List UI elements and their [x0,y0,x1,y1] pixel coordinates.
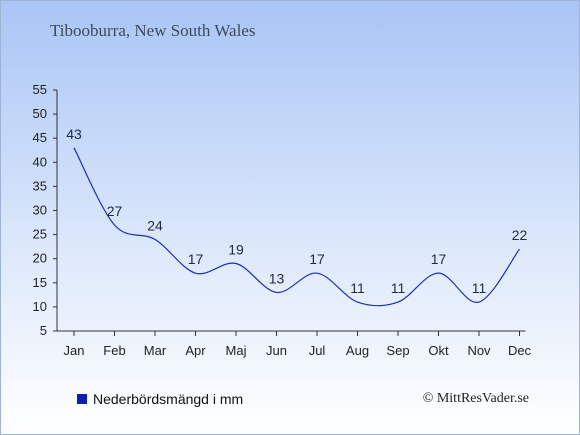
x-tick-label: Jan [64,343,85,358]
legend: Nederbördsmängd i mm [77,391,243,407]
x-tick-label: Feb [103,343,125,358]
x-tick-label: Jul [309,343,326,358]
series-line [73,147,520,307]
y-tick-label: 25 [33,227,47,242]
x-tick-label: Sep [386,343,409,358]
y-tick-label: 20 [33,251,47,266]
x-tick-label: Aug [346,343,369,358]
x-tick-label: Okt [428,343,449,358]
data-label: 17 [431,251,447,267]
y-tick-label: 50 [33,106,47,121]
data-label: 19 [228,242,244,258]
y-tick-label: 40 [33,154,47,169]
data-label: 43 [66,126,82,142]
legend-swatch [77,394,87,404]
x-tick-label: Jun [266,343,287,358]
x-tick-label: Maj [226,343,247,358]
y-tick-label: 30 [33,203,47,218]
x-tick-label: Mar [144,343,167,358]
y-tick-label: 10 [33,299,47,314]
data-label: 17 [188,251,204,267]
data-label: 11 [391,280,406,296]
data-label: 11 [350,280,365,296]
y-tick-label: 35 [33,178,47,193]
data-label: 27 [107,203,123,219]
copyright-text: © MittResVader.se [422,391,529,406]
data-label: 24 [147,217,163,233]
y-tick-label: 45 [33,130,47,145]
y-tick-label: 5 [40,323,47,338]
x-tick-label: Nov [467,343,491,358]
chart-title: Tibooburra, New South Wales [50,21,256,40]
data-label: 22 [512,227,528,243]
data-label: 17 [309,251,325,267]
data-label: 13 [269,270,285,286]
legend-label: Nederbördsmängd i mm [93,391,244,407]
x-tick-label: Apr [185,343,206,358]
y-tick-label: 55 [33,82,47,97]
x-tick-label: Dec [508,343,532,358]
y-tick-label: 15 [33,275,47,290]
data-label: 11 [472,280,487,296]
